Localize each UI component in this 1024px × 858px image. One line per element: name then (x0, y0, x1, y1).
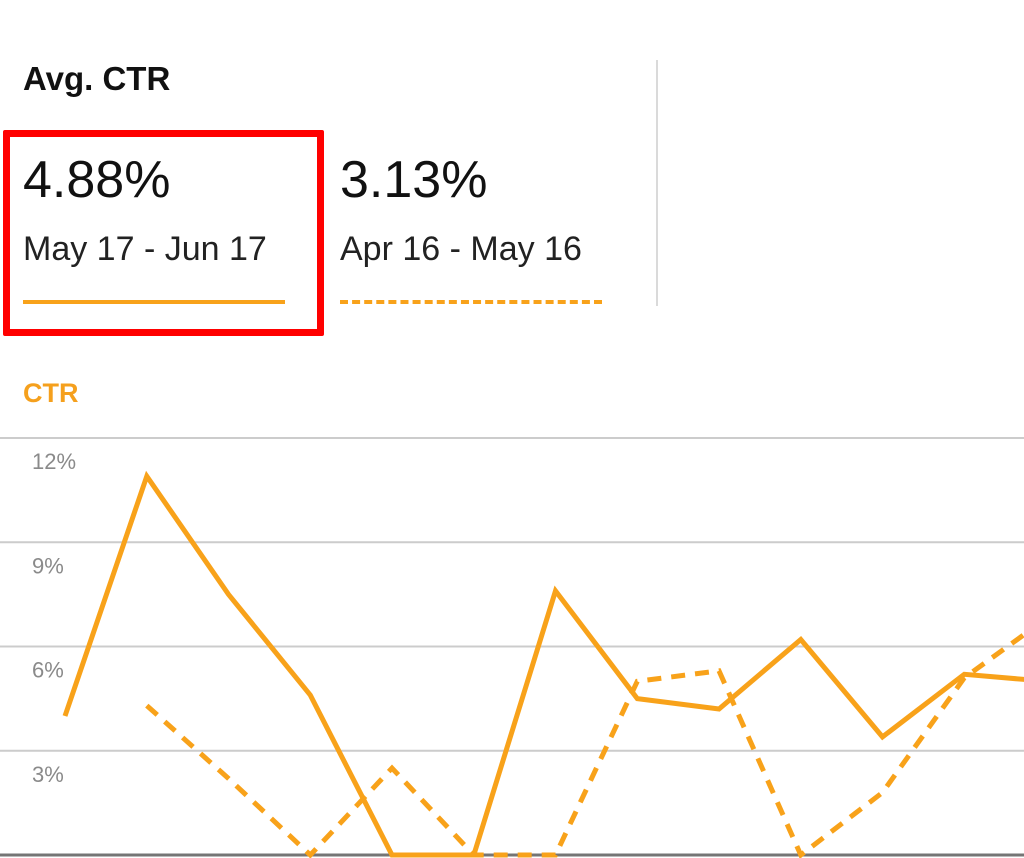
series-point-dashed[interactable] (386, 762, 398, 774)
series-point-dashed[interactable] (223, 773, 235, 785)
series-point-dashed[interactable] (958, 672, 970, 684)
selected-period-highlight (3, 130, 324, 336)
series-lines (62, 470, 1024, 858)
series-point-solid[interactable] (795, 634, 807, 646)
series-point-solid[interactable] (223, 588, 235, 600)
series-point-solid[interactable] (141, 470, 153, 482)
series-point-solid[interactable] (550, 585, 562, 597)
period-previous-range: Apr 16 - May 16 (340, 230, 582, 268)
series-line-dashed (145, 631, 1024, 858)
series-point-dashed[interactable] (468, 849, 480, 858)
series-point-solid[interactable] (713, 703, 725, 715)
series-point-dashed[interactable] (141, 700, 153, 712)
series-point-dashed[interactable] (631, 675, 643, 687)
series-points (59, 470, 1024, 858)
series-point-solid[interactable] (631, 693, 643, 705)
series-line-solid (62, 470, 1024, 858)
y-tick-label: 6% (32, 658, 64, 683)
period-current-solid-line-swatch (23, 300, 285, 304)
y-axis-ticks: 12% 9% 6% 3% (32, 449, 76, 787)
y-tick-label: 9% (32, 553, 64, 578)
period-current-range: May 17 - Jun 17 (23, 230, 267, 268)
period-current-value: 4.88% (23, 151, 171, 209)
period-previous-value: 3.13% (340, 151, 488, 209)
series-point-dashed[interactable] (877, 786, 889, 798)
y-tick-label: 3% (32, 762, 64, 787)
card-title: Avg. CTR (23, 60, 171, 97)
series-point-dashed[interactable] (713, 665, 725, 677)
grid-lines (0, 437, 1024, 857)
series-point-dashed[interactable] (550, 849, 562, 858)
y-tick-label: 12% (32, 449, 76, 474)
series-point-solid[interactable] (304, 689, 316, 701)
period-previous-dashed-line-swatch (340, 300, 602, 304)
chart-title: CTR (23, 378, 79, 408)
vertical-divider (656, 60, 658, 306)
series-point-solid[interactable] (877, 731, 889, 743)
series-point-solid[interactable] (59, 710, 71, 722)
